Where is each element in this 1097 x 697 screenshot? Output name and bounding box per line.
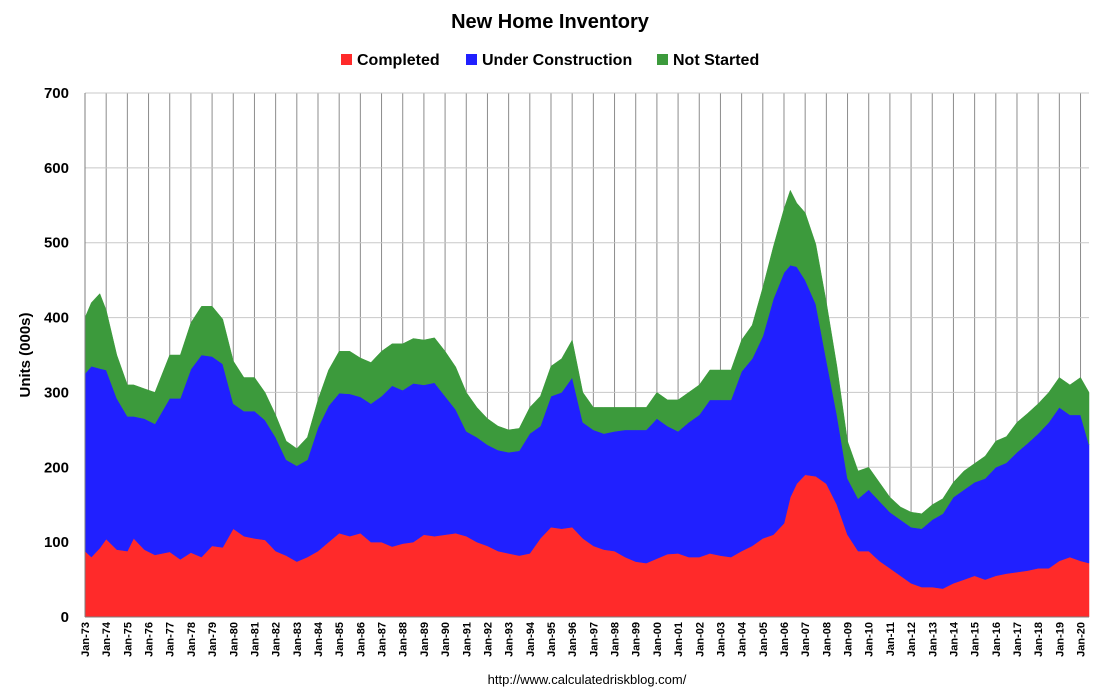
x-tick-label: Jan-74 bbox=[101, 621, 113, 657]
x-tick-label: Jan-06 bbox=[779, 622, 791, 657]
x-tick-label: Jan-10 bbox=[864, 622, 876, 657]
legend-label-completed: Completed bbox=[357, 52, 440, 69]
x-tick-label: Jan-89 bbox=[419, 622, 431, 657]
x-tick-label: Jan-75 bbox=[122, 622, 134, 657]
x-tick-label: Jan-12 bbox=[906, 622, 918, 657]
x-tick-label: Jan-76 bbox=[144, 622, 156, 657]
x-tick-label: Jan-93 bbox=[504, 622, 516, 657]
x-tick-label: Jan-96 bbox=[567, 622, 579, 657]
x-tick-label: Jan-95 bbox=[546, 622, 558, 657]
legend-swatch-under-construction bbox=[466, 54, 477, 65]
y-tick-label: 500 bbox=[44, 235, 69, 252]
x-tick-label: Jan-18 bbox=[1033, 622, 1045, 657]
x-tick-label: Jan-79 bbox=[207, 622, 219, 657]
x-tick-labels: Jan-73 Jan-74 Jan-75 Jan-76 Jan-77 Jan-78 Jan-… bbox=[80, 621, 1088, 657]
x-tick-label: Jan-20 bbox=[1076, 622, 1088, 657]
x-tick-label: Jan-94 bbox=[525, 621, 537, 657]
x-tick-label: Jan-85 bbox=[334, 622, 346, 657]
legend-swatch-not-started bbox=[657, 54, 668, 65]
x-tick-label: Jan-87 bbox=[377, 622, 389, 657]
x-tick-label: Jan-83 bbox=[292, 622, 304, 657]
x-tick-label: Jan-90 bbox=[440, 622, 452, 657]
x-tick-label: Jan-98 bbox=[610, 622, 622, 657]
x-tick-label: Jan-84 bbox=[313, 621, 325, 657]
stacked-areas bbox=[84, 189, 1090, 618]
x-tick-label: Jan-05 bbox=[758, 622, 770, 657]
x-tick-label: Jan-02 bbox=[694, 622, 706, 657]
x-tick-label: Jan-08 bbox=[821, 622, 833, 657]
legend-label-not-started: Not Started bbox=[673, 52, 759, 69]
x-tick-label: Jan-15 bbox=[970, 622, 982, 657]
x-tick-label: Jan-11 bbox=[885, 622, 897, 656]
y-tick-label: 200 bbox=[44, 459, 69, 476]
legend-label-under-construction: Under Construction bbox=[482, 52, 632, 69]
x-tick-label: Jan-99 bbox=[631, 622, 643, 657]
x-tick-label: Jan-73 bbox=[80, 622, 92, 657]
y-tick-label: 700 bbox=[44, 85, 69, 102]
x-tick-label: Jan-88 bbox=[398, 622, 410, 657]
y-tick-label: 600 bbox=[44, 160, 69, 177]
x-tick-label: Jan-17 bbox=[1012, 622, 1024, 657]
x-tick-label: Jan-14 bbox=[948, 621, 960, 657]
legend: Completed Under Construction Not Started bbox=[341, 52, 759, 69]
x-tick-label: Jan-86 bbox=[355, 622, 367, 657]
x-tick-label: Jan-77 bbox=[165, 622, 177, 657]
x-tick-label: Jan-97 bbox=[588, 622, 600, 657]
y-tick-label: 100 bbox=[44, 534, 69, 551]
y-axis-label: Units (000s) bbox=[17, 312, 34, 397]
y-tick-label: 0 bbox=[61, 609, 69, 626]
x-tick-label: Jan-03 bbox=[715, 622, 727, 657]
x-tick-label: Jan-13 bbox=[927, 622, 939, 657]
x-tick-label: Jan-19 bbox=[1054, 622, 1066, 657]
x-tick-label: Jan-92 bbox=[482, 622, 494, 657]
x-tick-label: Jan-91 bbox=[461, 622, 473, 657]
x-tick-label: Jan-09 bbox=[843, 622, 855, 657]
legend-swatch-completed bbox=[341, 54, 352, 65]
x-tick-label: Jan-04 bbox=[737, 621, 749, 657]
y-tick-labels: 0 100 200 300 400 500 600 700 bbox=[44, 85, 69, 626]
chart-title: New Home Inventory bbox=[451, 11, 650, 33]
x-tick-label: Jan-00 bbox=[652, 622, 664, 657]
y-tick-label: 300 bbox=[44, 384, 69, 401]
source-url: http://www.calculatedriskblog.com/ bbox=[488, 672, 687, 687]
x-tick-label: Jan-78 bbox=[186, 622, 198, 657]
x-tick-label: Jan-16 bbox=[991, 622, 1003, 657]
y-tick-label: 400 bbox=[44, 310, 69, 327]
x-tick-label: Jan-80 bbox=[228, 622, 240, 657]
x-tick-label: Jan-07 bbox=[800, 622, 812, 657]
area-not-started bbox=[84, 189, 1090, 529]
x-tick-label: Jan-81 bbox=[250, 622, 262, 657]
x-tick-label: Jan-82 bbox=[271, 622, 283, 657]
axes bbox=[84, 93, 1089, 618]
x-tick-label: Jan-01 bbox=[673, 622, 685, 657]
